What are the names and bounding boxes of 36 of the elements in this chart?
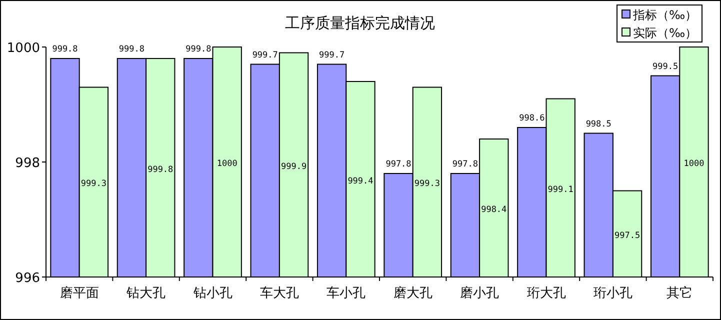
data-label: 1000 xyxy=(684,159,704,169)
x-tick-label: 钻小孔 xyxy=(192,286,232,301)
x-tick-label: 磨小孔 xyxy=(460,286,500,301)
data-label: 999.8 xyxy=(118,44,145,54)
y-tick-label: 996 xyxy=(15,271,40,286)
data-label: 1000 xyxy=(216,159,238,169)
y-tick-label: 1000 xyxy=(6,41,40,56)
data-label: 999.5 xyxy=(652,62,678,72)
data-label: 999.8 xyxy=(52,44,78,54)
data-label: 997.5 xyxy=(614,230,640,241)
x-tick-label: 磨大孔 xyxy=(393,286,432,301)
data-label: 999.7 xyxy=(252,50,278,60)
x-tick-label: 钻大孔 xyxy=(126,286,166,301)
data-label: 999.7 xyxy=(319,50,345,60)
x-tick-label: 其它 xyxy=(666,285,693,301)
y-tick-label: 998 xyxy=(15,156,40,171)
data-label: 998.6 xyxy=(519,114,545,124)
data-label: 997.8 xyxy=(452,160,478,170)
data-label: 998.4 xyxy=(481,205,507,215)
data-label: 997.8 xyxy=(386,160,412,170)
data-label: 999.3 xyxy=(80,179,106,190)
x-tick-label: 车大孔 xyxy=(260,286,299,301)
data-label: 999.8 xyxy=(186,44,212,54)
data-label: 998.5 xyxy=(586,119,612,130)
legend-label: 实际（‰） xyxy=(633,26,698,40)
x-tick-label: 珩大孔 xyxy=(526,286,566,301)
x-tick-label: 车小孔 xyxy=(326,286,366,301)
data-label: 999.3 xyxy=(414,179,440,190)
data-label: 999.9 xyxy=(280,162,307,172)
chart-title: 工序质量指标完成情况 xyxy=(285,14,435,32)
data-label: 999.1 xyxy=(548,184,574,195)
x-tick-label: 珩小孔 xyxy=(593,286,632,301)
data-label: 999.4 xyxy=(348,176,374,186)
legend-label: 指标（‰） xyxy=(632,8,698,22)
data-label: 999.8 xyxy=(148,164,174,175)
x-tick-label: 磨平面 xyxy=(60,286,99,301)
